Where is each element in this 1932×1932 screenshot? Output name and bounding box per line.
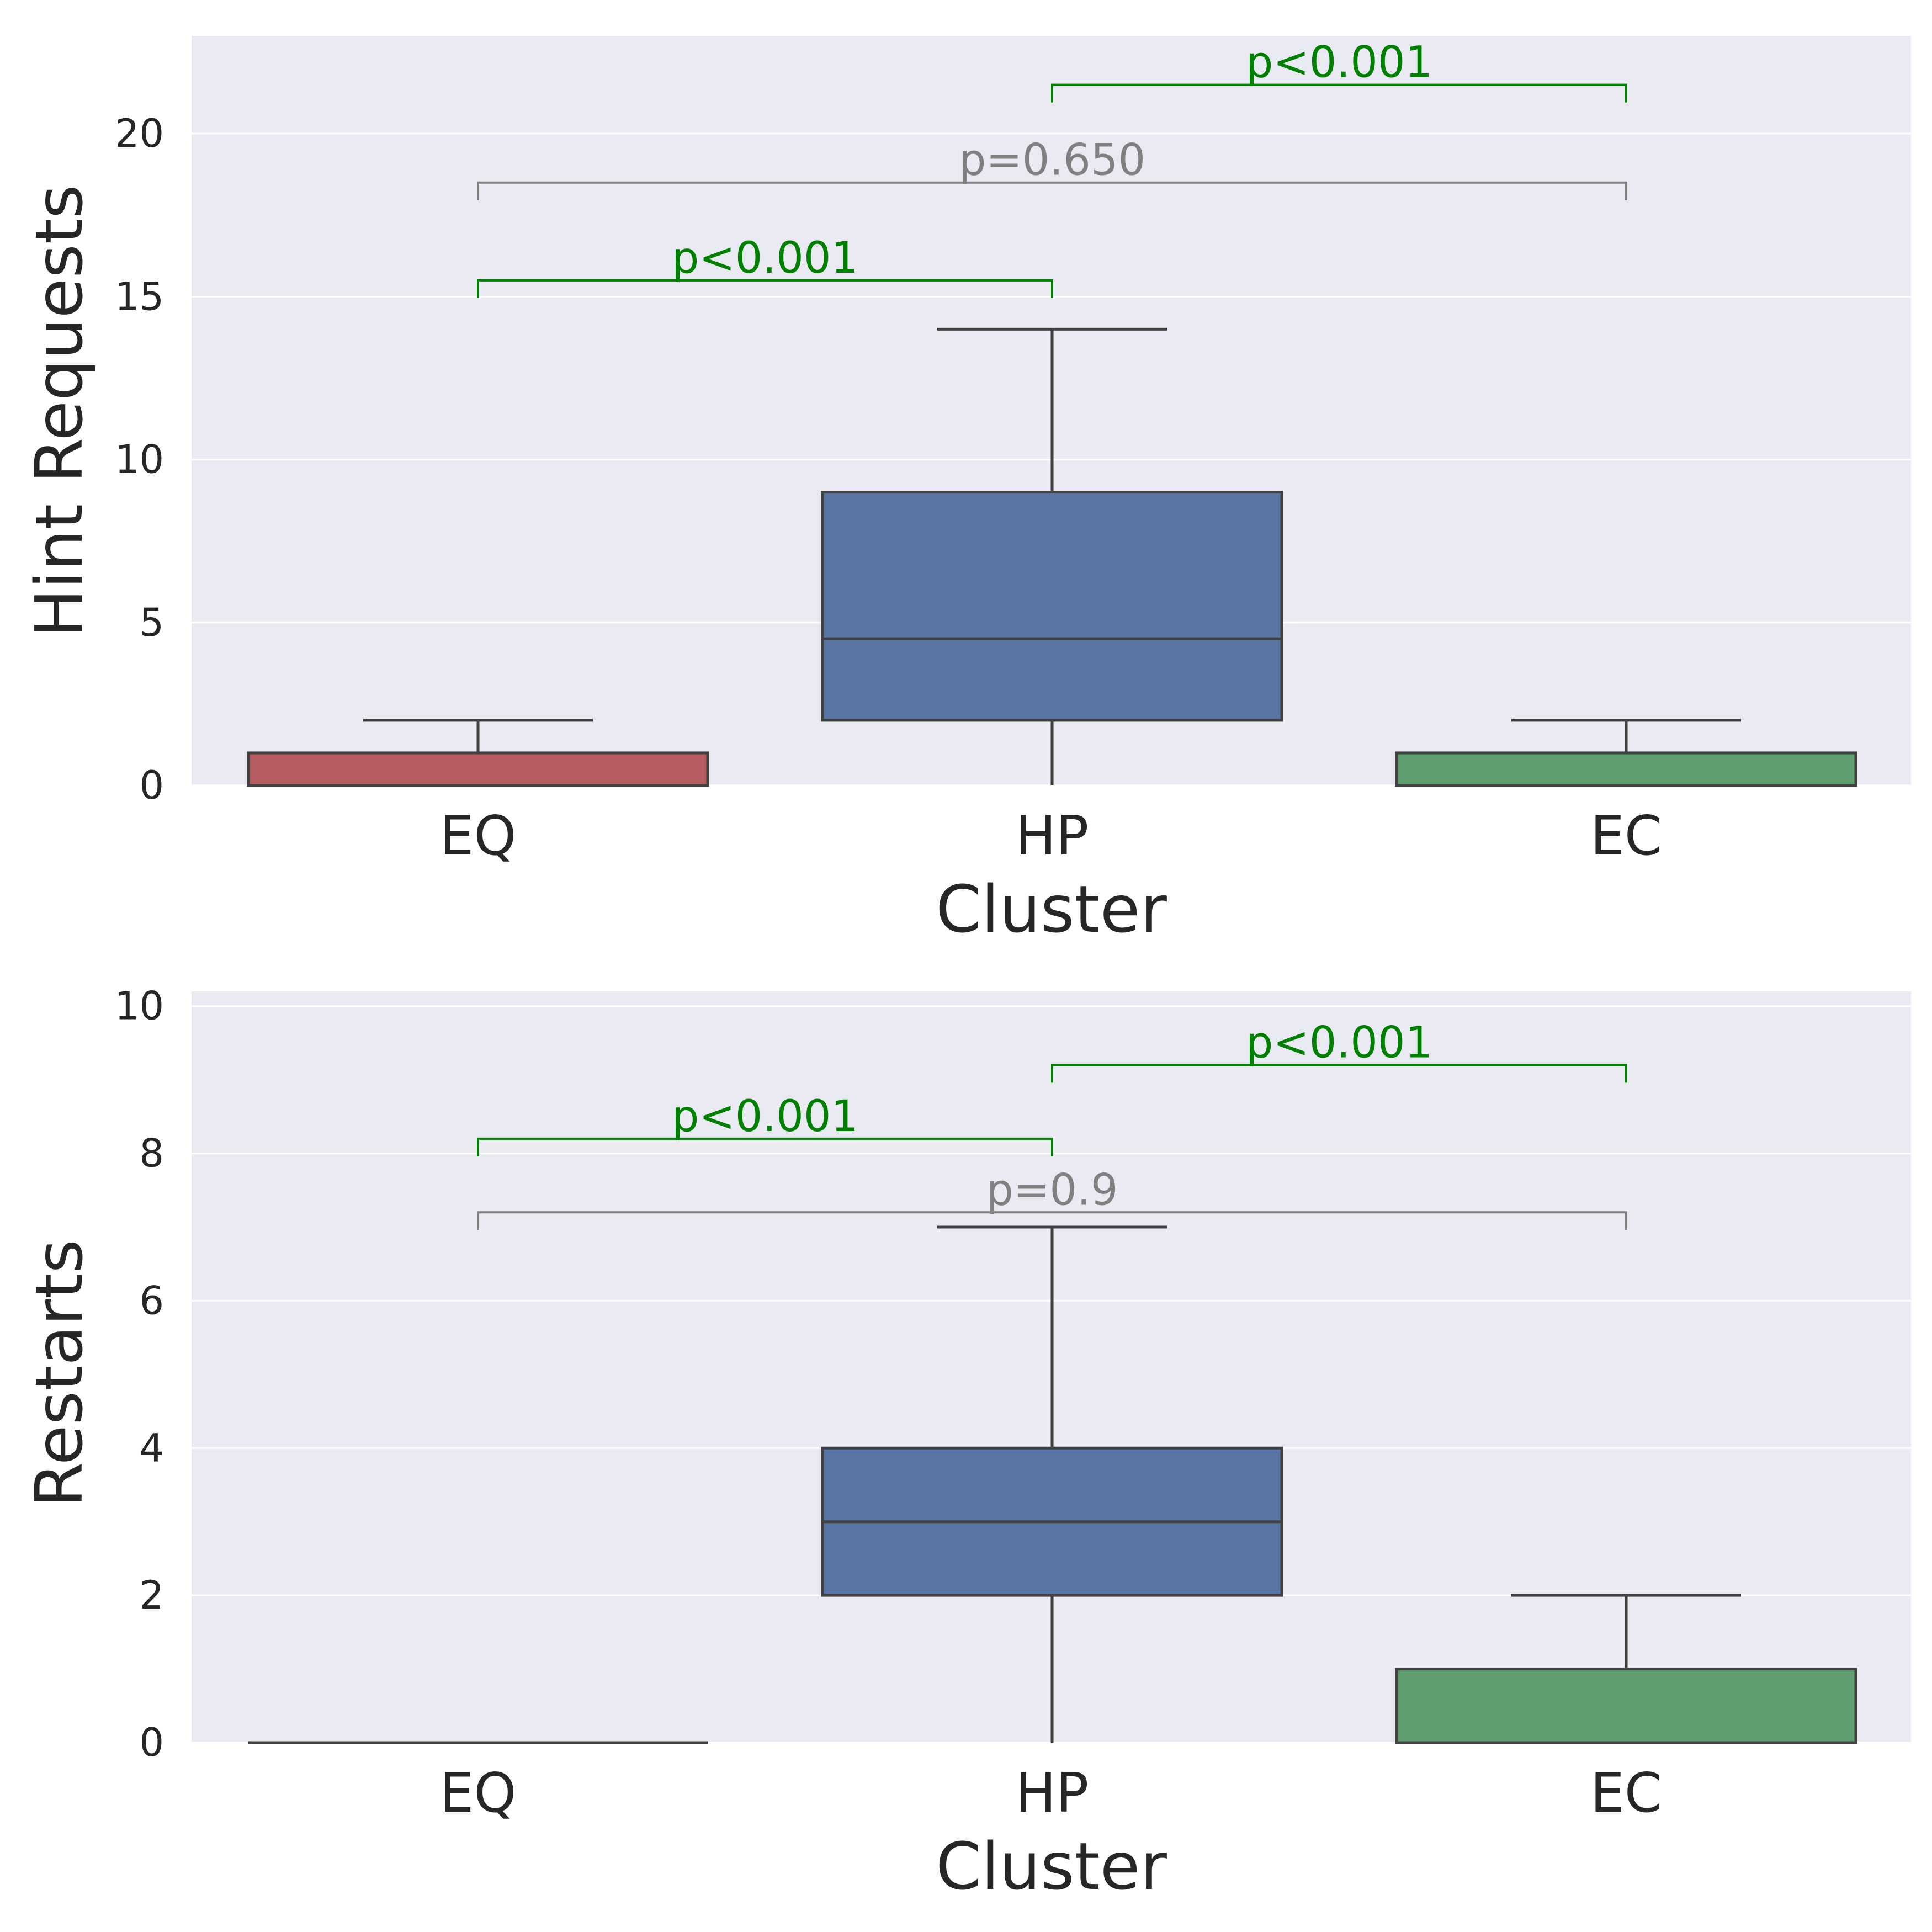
box-body bbox=[1395, 1668, 1857, 1744]
x-tick-label: HP bbox=[1016, 1762, 1089, 1825]
chart-panel-2: 0 2 4 6 8 10 p=0.9 p<0.001 p<0.001 EQ HP EC Cluster R… bbox=[21, 984, 1911, 1904]
y-tick-label: 2 bbox=[139, 1573, 164, 1618]
bracket-line bbox=[477, 1211, 1627, 1230]
box-body bbox=[247, 751, 709, 787]
significance-bracket: p<0.001 bbox=[477, 233, 1053, 298]
y-tick-label: 15 bbox=[115, 274, 164, 319]
p-value-label: p<0.001 bbox=[672, 1092, 858, 1142]
y-tick-label: 10 bbox=[115, 437, 164, 482]
significance-bracket: p<0.001 bbox=[477, 1092, 1053, 1156]
chart-panel-1: 0 5 10 15 20 p<0.001 p=0.650 p<0.001 EQ HP EC Clust… bbox=[21, 36, 1911, 947]
x-tick-label: EQ bbox=[439, 1762, 516, 1825]
x-tick-label: EC bbox=[1590, 1762, 1662, 1825]
box-eq bbox=[247, 719, 709, 787]
p-value-label: p<0.001 bbox=[1246, 38, 1432, 88]
y-tick-label: 4 bbox=[139, 1425, 164, 1471]
significance-bracket: p=0.9 bbox=[477, 1165, 1627, 1230]
x-axis-title: Cluster bbox=[936, 1828, 1167, 1904]
x-axis-title: Cluster bbox=[936, 871, 1167, 947]
y-tick-label: 8 bbox=[139, 1131, 164, 1176]
y-tick-label: 20 bbox=[115, 111, 164, 156]
x-tick-label: HP bbox=[1016, 805, 1089, 868]
y-tick-label: 0 bbox=[139, 1720, 164, 1765]
y-tick-label: 0 bbox=[139, 763, 164, 808]
x-tick-label: EC bbox=[1590, 805, 1662, 868]
p-value-label: p<0.001 bbox=[1246, 1018, 1432, 1068]
bracket-line bbox=[1051, 1064, 1627, 1083]
p-value-label: p=0.9 bbox=[986, 1165, 1118, 1215]
bracket-line bbox=[1051, 83, 1627, 103]
bracket-line bbox=[477, 1137, 1053, 1156]
p-value-label: p=0.650 bbox=[959, 136, 1145, 185]
y-axis-title: Hint Requests bbox=[21, 185, 97, 638]
p-value-label: p<0.001 bbox=[672, 233, 858, 283]
significance-bracket: p<0.001 bbox=[1051, 38, 1627, 103]
box-hp bbox=[821, 327, 1283, 785]
box-ec bbox=[1395, 719, 1857, 787]
box-body bbox=[821, 491, 1283, 722]
y-axis-title: Restarts bbox=[21, 1239, 97, 1508]
y-tick-label: 10 bbox=[115, 984, 164, 1029]
bracket-line bbox=[477, 279, 1053, 298]
box-ec bbox=[1395, 1594, 1857, 1744]
significance-bracket: p<0.001 bbox=[1051, 1018, 1627, 1083]
box-body bbox=[1395, 751, 1857, 787]
bracket-line bbox=[477, 181, 1627, 200]
y-tick-label: 5 bbox=[139, 600, 164, 645]
x-tick-label: EQ bbox=[439, 805, 516, 868]
box-hp bbox=[821, 1225, 1283, 1743]
y-tick-label: 6 bbox=[139, 1278, 164, 1323]
significance-bracket: p=0.650 bbox=[477, 136, 1627, 200]
